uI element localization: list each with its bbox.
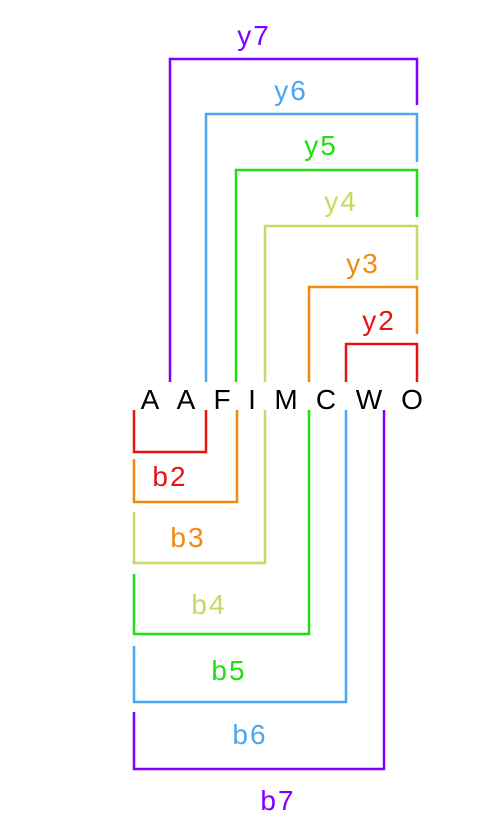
b6-bracket xyxy=(132,410,348,704)
b3-bracket xyxy=(132,410,239,504)
b6-label: b6 xyxy=(232,719,267,750)
b2-bracket xyxy=(132,410,208,454)
y5-bracket xyxy=(234,168,419,382)
b7-bracket xyxy=(132,410,386,771)
residue-7: W xyxy=(356,384,383,415)
b-ion-brackets: b2 b3 b4 b5 b6 b7 xyxy=(132,410,386,816)
residue-5: M xyxy=(274,384,297,415)
y6-label: y6 xyxy=(274,75,308,106)
residue-6: C xyxy=(316,384,336,415)
y4-label: y4 xyxy=(324,186,358,217)
residue-4: I xyxy=(248,384,256,415)
residue-1: A xyxy=(141,384,160,415)
y-ion-brackets: y7 y6 y5 y4 y3 y2 xyxy=(168,20,419,382)
residue-2: A xyxy=(177,384,196,415)
b3-label: b3 xyxy=(170,522,205,553)
peptide-sequence: A A F I M C W O xyxy=(141,384,423,415)
y4-bracket xyxy=(263,224,419,382)
b4-bracket xyxy=(132,410,267,565)
b7-label: b7 xyxy=(260,785,295,816)
b2-label: b2 xyxy=(152,461,187,492)
y3-label: y3 xyxy=(346,248,380,279)
residue-3: F xyxy=(213,384,230,415)
y7-label: y7 xyxy=(237,20,271,51)
y2-label: y2 xyxy=(362,305,396,336)
y7-bracket xyxy=(168,57,419,382)
b5-bracket xyxy=(132,410,311,636)
residue-8: O xyxy=(401,384,423,415)
y2-bracket xyxy=(344,342,419,382)
y3-bracket xyxy=(307,285,419,382)
y5-label: y5 xyxy=(304,130,338,161)
b4-label: b4 xyxy=(191,589,226,620)
b5-label: b5 xyxy=(211,655,246,686)
y6-bracket xyxy=(204,112,419,382)
